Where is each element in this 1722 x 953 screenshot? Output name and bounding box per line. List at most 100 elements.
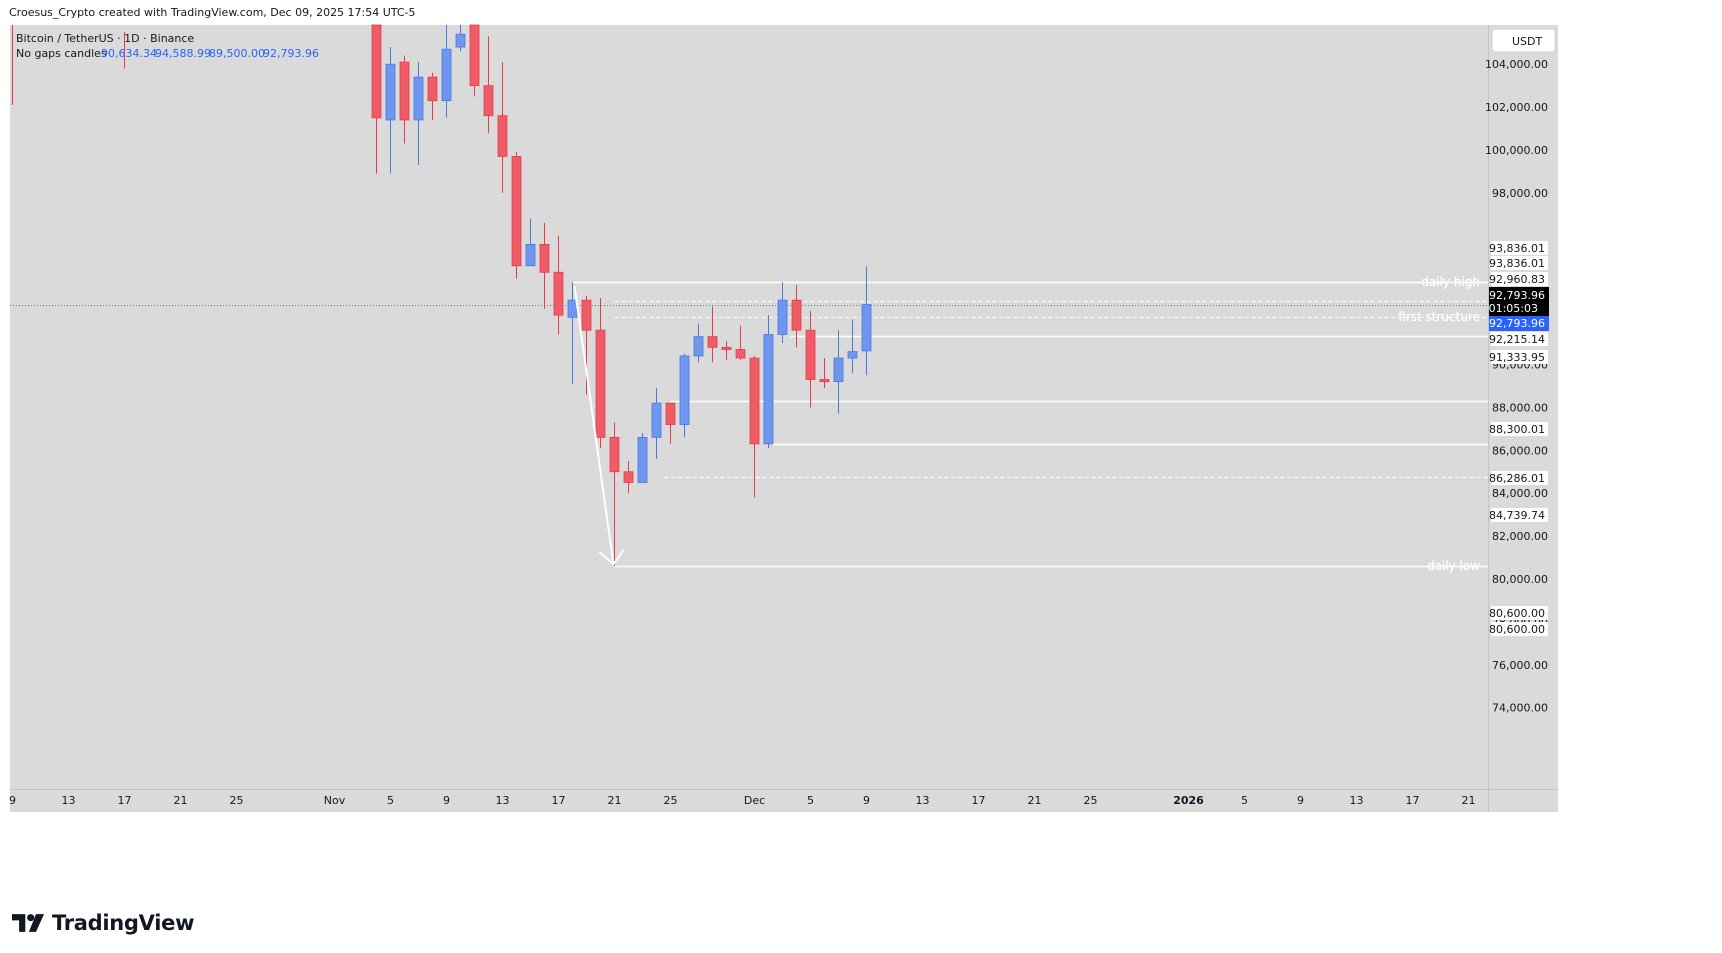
level-label: first structure (1398, 310, 1480, 324)
level-axis-box (1491, 422, 1548, 436)
currency-label: USDT (1512, 35, 1543, 48)
time-tick-label: 5 (1241, 794, 1248, 807)
candle-body[interactable] (539, 243, 550, 273)
level-axis-label: 80,600.00 (1489, 623, 1545, 636)
candle-body[interactable] (707, 336, 718, 348)
candle-body[interactable] (581, 299, 592, 331)
price-tick-label: 102,000.00 (1485, 101, 1548, 114)
level-axis-label: 80,600.00 (1489, 607, 1545, 620)
candle-body[interactable] (693, 336, 704, 357)
time-tick-label: 17 (118, 794, 132, 807)
level-axis-label: 84,739.74 (1489, 509, 1545, 522)
time-tick-label: Dec (744, 794, 765, 807)
time-tick-label: 21 (608, 794, 622, 807)
level-label: daily low (1427, 559, 1480, 573)
legend-ohlc-value: 94,588.99 (155, 47, 211, 60)
candle-body[interactable] (819, 379, 830, 383)
price-tick-label: 86,000.00 (1492, 444, 1548, 457)
price-tick-label: 84,000.00 (1492, 487, 1548, 500)
candle-body[interactable] (567, 299, 578, 318)
candle-body[interactable] (371, 24, 382, 119)
time-tick-label: 5 (387, 794, 394, 807)
candle-body[interactable] (427, 76, 438, 102)
candle-body[interactable] (749, 357, 760, 445)
level-label: daily high (1421, 275, 1480, 289)
candle-body[interactable] (763, 334, 774, 445)
candle-body[interactable] (833, 357, 844, 383)
candle-body[interactable] (553, 271, 564, 316)
candle-body[interactable] (623, 471, 634, 483)
level-axis-box (1491, 471, 1548, 485)
price-tick-label: 74,000.00 (1492, 702, 1548, 715)
candle-body[interactable] (847, 351, 858, 359)
price-axis-area[interactable] (1488, 25, 1558, 812)
tradingview-logo[interactable]: TradingView (12, 911, 194, 935)
price-tick-label: 88,000.00 (1492, 401, 1548, 414)
attribution-text: Croesus_Crypto created with TradingView.… (9, 6, 416, 19)
candle-body[interactable] (413, 76, 424, 121)
current-price-tag-label: 92,793.96 (1489, 317, 1545, 330)
candle-body[interactable] (735, 349, 746, 359)
time-tick-label: 9 (443, 794, 450, 807)
candle-body[interactable] (483, 85, 494, 117)
legend-ohlc-value: 92,793.96 (263, 47, 319, 60)
level-axis-label: 92,960.83 (1489, 273, 1545, 286)
level-axis-box (1491, 350, 1548, 364)
current-price-box (1489, 287, 1549, 316)
price-tick-label: 82,000.00 (1492, 530, 1548, 543)
level-axis-label: 93,836.01 (1489, 242, 1545, 255)
candle-body[interactable] (469, 24, 480, 87)
legend-ohlc-value: 90,634.34 (101, 47, 157, 60)
candle-body[interactable] (399, 61, 410, 121)
candle-body[interactable] (595, 329, 606, 438)
candle-body[interactable] (609, 437, 620, 473)
time-tick-label: 21 (1028, 794, 1042, 807)
price-tick-label: 80,000.00 (1492, 573, 1548, 586)
candle-body[interactable] (385, 63, 396, 121)
time-tick-label: 25 (230, 794, 244, 807)
level-axis-label: 92,215.14 (1489, 333, 1545, 346)
price-tick-label: 98,000.00 (1492, 187, 1548, 200)
tradingview-logo-icon (12, 914, 44, 932)
time-axis-area[interactable] (10, 790, 1488, 812)
time-tick-label: 21 (174, 794, 188, 807)
legend-subtitle: No gaps candles (16, 47, 107, 60)
candle-body[interactable] (511, 156, 522, 267)
level-axis-box (1491, 606, 1548, 620)
legend-symbol: Bitcoin / TetherUS · 1D · Binance (16, 32, 194, 45)
candle-body[interactable] (777, 299, 788, 335)
plot-area[interactable] (10, 25, 1488, 789)
candle-body[interactable] (651, 402, 662, 438)
time-tick-label: 2026 (1173, 794, 1204, 807)
time-tick-label: 17 (552, 794, 566, 807)
tradingview-logo-text: TradingView (52, 911, 195, 935)
level-axis-box (1491, 272, 1548, 286)
arrow-line (573, 286, 615, 565)
level-axis-label: 91,333.95 (1489, 351, 1545, 364)
candle-body[interactable] (525, 243, 536, 267)
time-tick-label: 13 (1350, 794, 1364, 807)
candle-body[interactable] (721, 346, 732, 350)
time-tick-label: 13 (916, 794, 930, 807)
time-tick-label: 9 (863, 794, 870, 807)
time-tick-label: 21 (1462, 794, 1476, 807)
level-axis-box (1491, 256, 1548, 270)
current-price-tag (1489, 316, 1549, 331)
countdown-label: 01:05:03 (1489, 302, 1538, 315)
candle-body[interactable] (441, 48, 452, 102)
candle-body[interactable] (679, 355, 690, 425)
time-tick-label: 9 (1297, 794, 1304, 807)
candle-body[interactable] (497, 115, 508, 157)
time-tick-label: 25 (664, 794, 678, 807)
currency-box[interactable] (1491, 28, 1556, 53)
candle-body[interactable] (805, 329, 816, 380)
candle-body[interactable] (791, 299, 802, 331)
candle-body[interactable] (455, 33, 466, 48)
price-tick-label: 100,000.00 (1485, 144, 1548, 157)
candle-body[interactable] (637, 437, 648, 483)
time-tick-label: 25 (1084, 794, 1098, 807)
candle-body[interactable] (665, 402, 676, 425)
candle-body[interactable] (861, 304, 872, 352)
time-tick-label: 17 (1406, 794, 1420, 807)
